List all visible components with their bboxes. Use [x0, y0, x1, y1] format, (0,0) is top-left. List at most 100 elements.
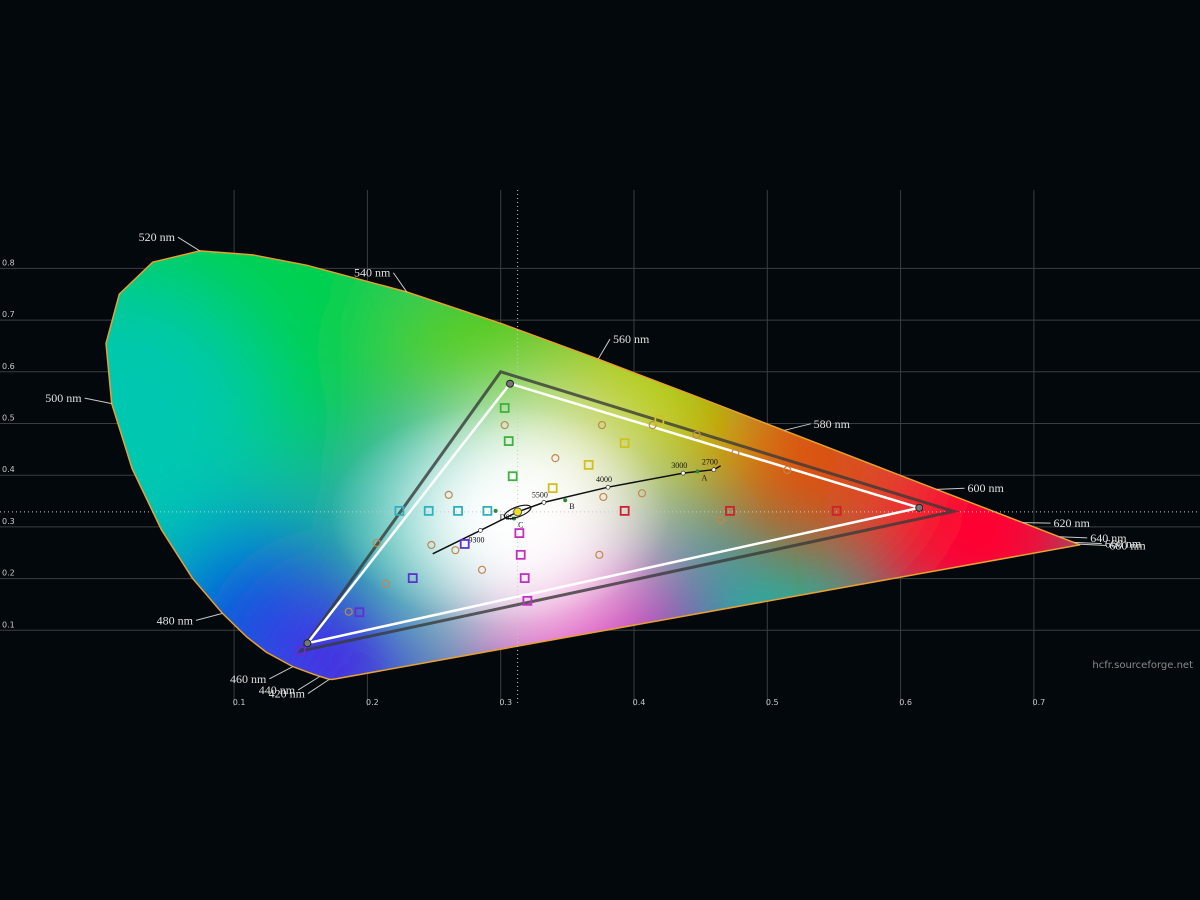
illuminant-label: C	[518, 521, 523, 530]
label-leader	[392, 272, 408, 293]
label-leader	[936, 487, 965, 490]
blackbody-point	[478, 528, 483, 533]
target	[831, 505, 842, 516]
target	[295, 646, 306, 656]
wavelength-label: 600 nm	[968, 481, 1005, 495]
target	[482, 505, 493, 516]
target	[515, 549, 526, 560]
measurement	[692, 430, 701, 439]
target	[459, 539, 470, 549]
gamut-vertex	[506, 379, 515, 388]
label-leader	[195, 612, 223, 621]
target	[654, 414, 665, 425]
illuminant-point	[695, 469, 700, 474]
wavelength-label: 460 nm	[230, 672, 267, 686]
blackbody-curve	[432, 465, 721, 555]
y-tick-label: 0.7	[2, 310, 15, 319]
wavelength-label: 500 nm	[45, 391, 82, 405]
target	[547, 483, 558, 494]
wavelength-label: 520 nm	[139, 230, 176, 244]
white-ellipse	[503, 504, 532, 520]
x-tick-label: 0.6	[899, 698, 912, 707]
gamut-vertex	[303, 639, 312, 648]
target	[514, 528, 525, 539]
target	[522, 595, 533, 606]
blackbody-label: 3000	[671, 461, 687, 470]
measurement	[477, 565, 487, 574]
wavelength-label: 660 nm	[1105, 537, 1142, 551]
locus-fill	[106, 250, 1081, 680]
y-tick-label: 0.1	[2, 620, 15, 629]
measurement	[500, 420, 509, 430]
x-tick-label: 0.2	[366, 698, 379, 707]
wavelength-label: 560 nm	[613, 332, 650, 346]
target	[619, 505, 630, 516]
measured-gamut	[304, 382, 925, 646]
x-tick-label: 0.4	[633, 698, 646, 707]
target	[519, 573, 530, 583]
blackbody-point	[711, 467, 717, 473]
measurement	[381, 579, 391, 588]
target	[499, 403, 510, 413]
target	[423, 505, 434, 516]
blackbody-label: 9300	[468, 535, 484, 544]
measurement	[551, 454, 560, 463]
measurement	[444, 490, 453, 499]
illuminant-label: A	[701, 473, 707, 482]
label-leader	[84, 397, 112, 405]
blackbody-point	[680, 470, 686, 476]
target	[407, 573, 418, 583]
label-leader	[1059, 536, 1088, 539]
wavelength-label: 640 nm	[1090, 531, 1127, 545]
y-tick-label: 0.5	[2, 414, 15, 423]
gamut-vertex	[915, 503, 924, 512]
label-leader	[297, 675, 321, 691]
label-leader	[1073, 541, 1102, 545]
label-leader	[1078, 543, 1107, 546]
target	[619, 438, 630, 449]
target	[583, 459, 594, 470]
y-tick-label: 0.8	[2, 258, 15, 267]
label-leader	[307, 678, 330, 695]
blackbody-point	[541, 500, 547, 505]
target	[725, 505, 735, 516]
wavelength-label: 580 nm	[814, 417, 851, 431]
x-tick-label: 0.1	[233, 698, 246, 707]
wavelength-label: 440 nm	[259, 683, 296, 697]
measurement	[451, 546, 460, 555]
blackbody-label: 2700	[702, 458, 718, 467]
wavelength-label: 680 nm	[1109, 538, 1146, 552]
illuminant-point	[493, 508, 498, 513]
measurement	[595, 550, 604, 559]
measurement	[372, 538, 381, 548]
measurement	[427, 540, 436, 550]
illuminant-label: D65	[500, 513, 514, 522]
source-credit: hcfr.sourceforge.net	[1092, 660, 1193, 671]
target	[503, 436, 514, 446]
measurement	[648, 420, 657, 430]
measurement	[783, 465, 792, 475]
y-tick-label: 0.4	[2, 465, 15, 474]
target	[394, 505, 405, 516]
x-tick-label: 0.3	[499, 698, 512, 707]
white-point	[513, 507, 523, 517]
measurement	[637, 489, 647, 498]
wavelength-label: 540 nm	[354, 266, 391, 280]
illuminant-label: B	[569, 502, 574, 511]
measurement	[716, 516, 725, 525]
measurement	[599, 492, 608, 502]
target	[453, 505, 463, 516]
blackbody-label: 5500	[532, 490, 548, 499]
wavelength-label: 620 nm	[1054, 516, 1091, 530]
label-leader	[177, 236, 201, 252]
blackbody-label: 4000	[596, 475, 612, 484]
plot: 0.1 0.2 0.3 0.4 0.5 0.6 0.7 0.1 0.2 0.3 0.4 0.5 0.6 0…	[0, 190, 1200, 707]
y-tick-label: 0.6	[2, 362, 15, 371]
y-tick-label: 0.2	[2, 569, 15, 578]
measurement	[731, 448, 740, 458]
label-leader	[597, 338, 611, 360]
reference-gamut	[297, 370, 960, 654]
y-tick-label: 0.3	[2, 517, 15, 526]
x-tick-label: 0.7	[1033, 698, 1046, 707]
